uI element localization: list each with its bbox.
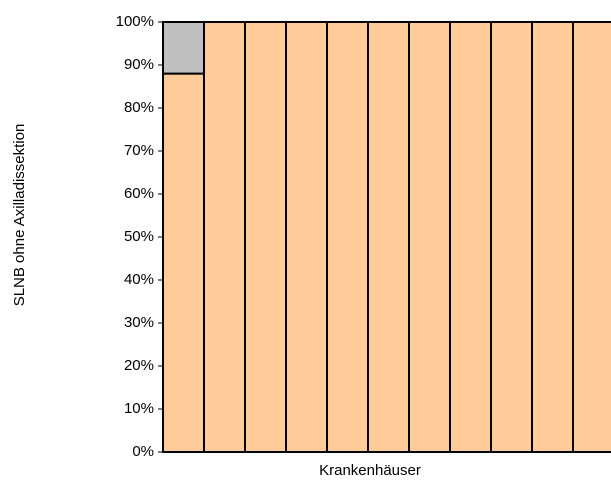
bar-segment (408, 21, 451, 453)
bar-segment (490, 21, 533, 453)
y-tick-label: 0% (132, 443, 154, 460)
y-tick-label: 60% (124, 185, 154, 202)
y-axis-label: SLNB ohne Axilladissektion (11, 124, 28, 307)
y-tick-label: 50% (124, 228, 154, 245)
y-tick-label: 70% (124, 142, 154, 159)
bar-segment (449, 21, 492, 453)
y-tick-label: 40% (124, 271, 154, 288)
x-axis-label: Krankenhäuser (319, 462, 421, 479)
bar-segment (367, 21, 410, 453)
bar-segment (162, 72, 205, 453)
bar-segment (531, 21, 574, 453)
y-tick-label: 20% (124, 357, 154, 374)
y-tick-label: 90% (124, 56, 154, 73)
bar-segment (572, 21, 611, 453)
bar-segment (244, 21, 287, 453)
y-tick-label: 100% (116, 13, 154, 30)
bar-segment (203, 21, 246, 453)
y-tick-label: 30% (124, 314, 154, 331)
bar-segment (326, 21, 369, 453)
y-tick-label: 80% (124, 99, 154, 116)
y-tick-label: 10% (124, 400, 154, 417)
bar-segment (285, 21, 328, 453)
bar-segment (162, 21, 205, 75)
